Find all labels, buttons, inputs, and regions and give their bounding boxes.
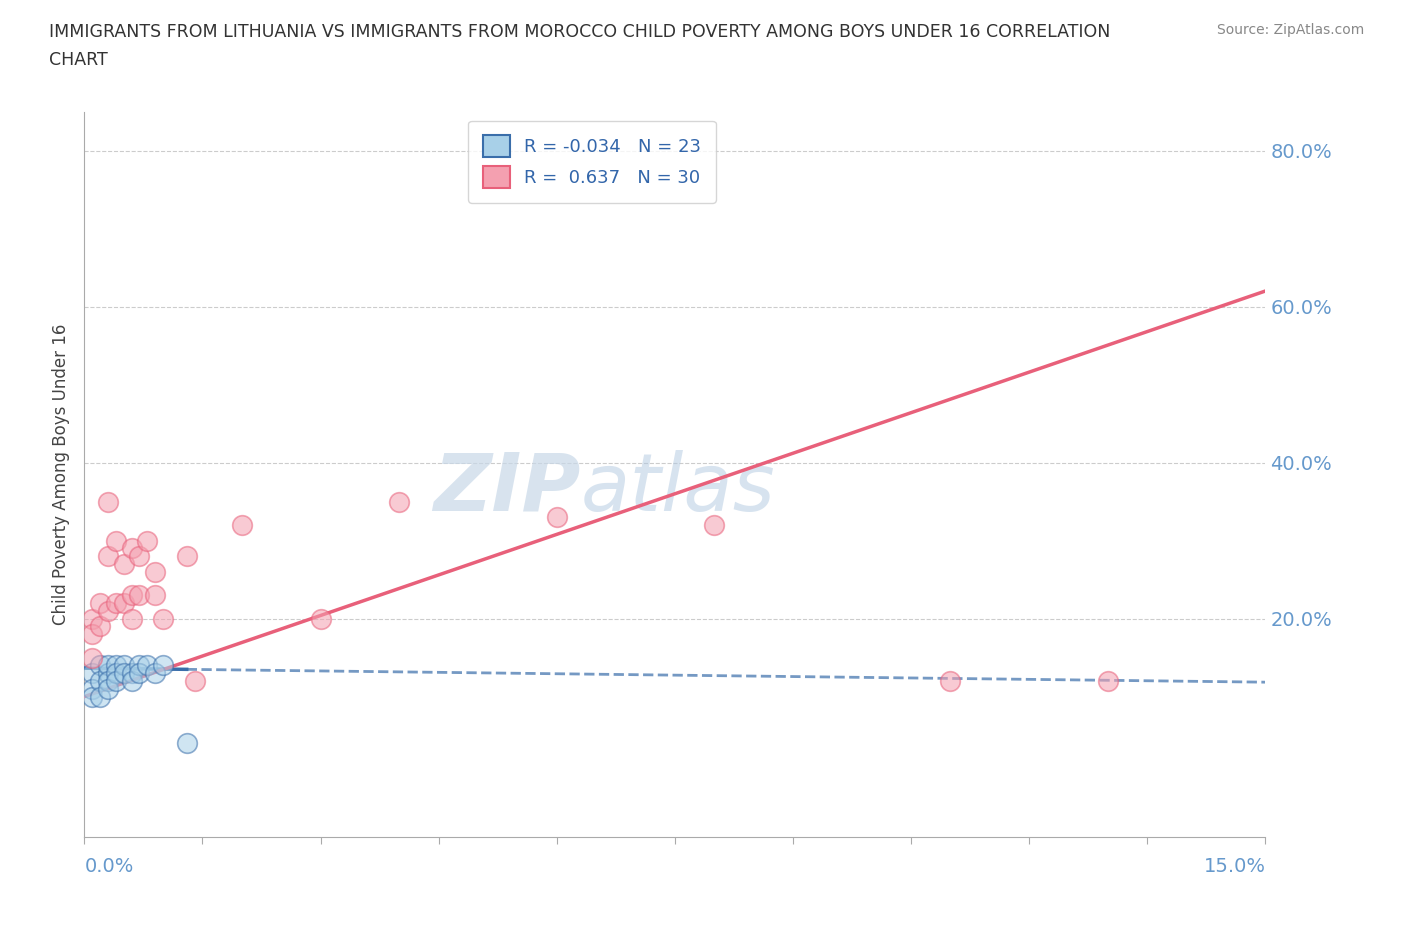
Point: [546, 510, 568, 525]
Point: [82, 650, 104, 665]
Point: [121, 673, 143, 688]
Point: [97, 666, 120, 681]
Point: [136, 658, 159, 672]
Legend: R = -0.034   N = 23, R =  0.637   N = 30: R = -0.034 N = 23, R = 0.637 N = 30: [468, 121, 716, 203]
Y-axis label: Child Poverty Among Boys Under 16: Child Poverty Among Boys Under 16: [52, 324, 70, 625]
Point: [143, 588, 166, 603]
Point: [97, 604, 120, 618]
Text: ZIP: ZIP: [433, 450, 581, 528]
Point: [152, 611, 174, 626]
Point: [121, 588, 143, 603]
Point: [176, 736, 198, 751]
Point: [82, 682, 104, 697]
Point: [1097, 673, 1119, 688]
Point: [309, 611, 332, 626]
Text: IMMIGRANTS FROM LITHUANIA VS IMMIGRANTS FROM MOROCCO CHILD POVERTY AMONG BOYS UN: IMMIGRANTS FROM LITHUANIA VS IMMIGRANTS …: [49, 23, 1111, 41]
Point: [136, 533, 159, 548]
Point: [89, 619, 111, 634]
Point: [97, 673, 120, 688]
Point: [388, 494, 411, 509]
Point: [104, 533, 127, 548]
Point: [89, 658, 111, 672]
Point: [97, 682, 120, 697]
Point: [703, 518, 725, 533]
Point: [89, 689, 111, 704]
Point: [231, 518, 253, 533]
Point: [112, 556, 135, 571]
Point: [176, 549, 198, 564]
Point: [82, 611, 104, 626]
Text: atlas: atlas: [581, 450, 775, 528]
Point: [112, 595, 135, 610]
Point: [121, 611, 143, 626]
Point: [128, 549, 150, 564]
Point: [128, 588, 150, 603]
Point: [82, 627, 104, 642]
Point: [104, 666, 127, 681]
Point: [97, 549, 120, 564]
Point: [112, 666, 135, 681]
Point: [152, 658, 174, 672]
Point: [82, 666, 104, 681]
Point: [939, 673, 962, 688]
Point: [82, 689, 104, 704]
Text: 15.0%: 15.0%: [1204, 857, 1265, 875]
Point: [143, 666, 166, 681]
Point: [112, 658, 135, 672]
Text: 0.0%: 0.0%: [84, 857, 134, 875]
Point: [89, 673, 111, 688]
Point: [104, 658, 127, 672]
Point: [97, 494, 120, 509]
Point: [97, 658, 120, 672]
Text: Source: ZipAtlas.com: Source: ZipAtlas.com: [1216, 23, 1364, 37]
Point: [128, 658, 150, 672]
Point: [121, 666, 143, 681]
Point: [121, 541, 143, 556]
Point: [104, 595, 127, 610]
Point: [128, 666, 150, 681]
Point: [143, 565, 166, 579]
Point: [104, 673, 127, 688]
Point: [183, 673, 205, 688]
Text: CHART: CHART: [49, 51, 108, 69]
Point: [89, 595, 111, 610]
